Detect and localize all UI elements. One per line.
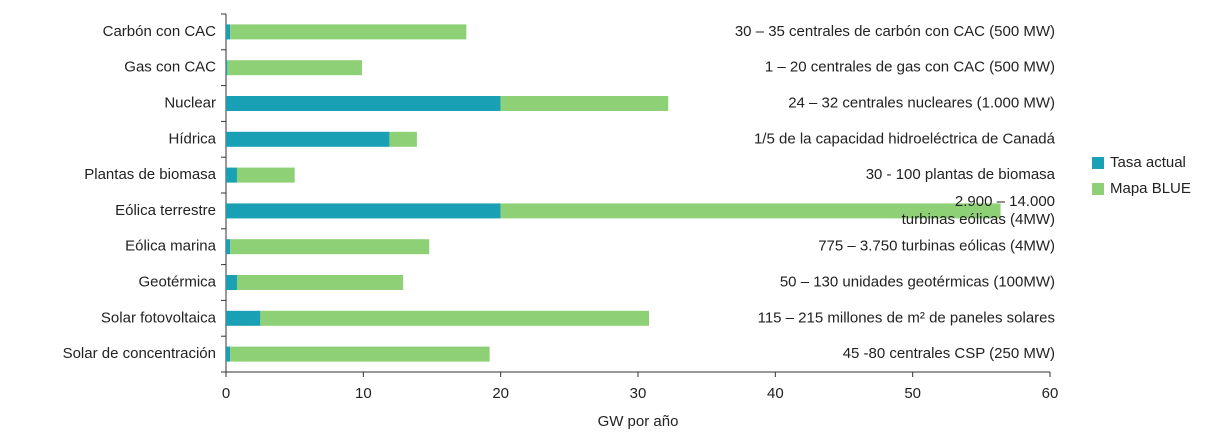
y-tick-label: Hídrica [168, 130, 216, 147]
bar-segment [226, 167, 237, 183]
x-tick-label: 10 [355, 385, 372, 402]
bar-segment [226, 346, 231, 362]
bar-segment [226, 24, 231, 40]
x-tick-label: 0 [222, 385, 230, 402]
bar-segment [260, 310, 649, 326]
bar-segment [230, 239, 430, 255]
annotation: 50 – 130 unidades geotérmicas (100MW) [780, 273, 1055, 290]
legend-label: Mapa BLUE [1110, 180, 1191, 197]
y-tick-label: Eólica terrestre [115, 202, 216, 219]
y-tick-label: Eólica marina [125, 238, 217, 255]
y-tick-label: Plantas de biomasa [84, 166, 216, 183]
annotation: turbinas eólicas (4MW) [902, 211, 1055, 228]
y-tick-label: Geotérmica [138, 273, 216, 290]
x-tick-label: 40 [767, 385, 784, 402]
annotation: 30 - 100 plantas de biomasa [866, 166, 1056, 183]
bar-segment [230, 346, 490, 362]
y-tick-label: Carbón con CAC [103, 23, 217, 40]
bar-segment [226, 203, 501, 219]
bar-segment [226, 310, 261, 326]
bar-segment [226, 96, 501, 111]
annotation: 45 -80 centrales CSP (250 MW) [843, 345, 1055, 362]
x-tick-label: 20 [492, 385, 509, 402]
annotation: 1/5 de la capacidad hidroeléctrica de Ca… [754, 130, 1056, 147]
bar-segment [226, 275, 237, 290]
bar-segment [226, 60, 228, 76]
x-tick-label: 30 [630, 385, 647, 402]
legend-swatch [1092, 183, 1104, 195]
bar-segment [230, 24, 467, 40]
annotation: 24 – 32 centrales nucleares (1.000 MW) [788, 94, 1055, 111]
annotation: 775 – 3.750 turbinas eólicas (4MW) [818, 238, 1055, 255]
legend-swatch [1092, 157, 1104, 169]
annotation: 1 – 20 centrales de gas con CAC (500 MW) [765, 59, 1055, 76]
bar-segment [226, 239, 231, 255]
annotation: 30 – 35 centrales de carbón con CAC (500… [735, 23, 1055, 40]
x-tick-label: 50 [904, 385, 921, 402]
legend-label: Tasa actual [1110, 154, 1186, 171]
annotation: 115 – 215 millones de m² de paneles sola… [758, 309, 1055, 326]
x-tick-label: 60 [1042, 385, 1059, 402]
bar-segment [500, 96, 669, 111]
bar-segment [226, 131, 390, 147]
y-tick-label: Solar fotovoltaica [101, 309, 217, 326]
y-tick-label: Gas con CAC [124, 59, 216, 76]
y-tick-label: Solar de concentración [63, 345, 216, 362]
bar-segment [389, 131, 417, 147]
bar-segment [236, 275, 404, 290]
x-axis-label: GW por año [598, 413, 679, 430]
bar-segment [227, 60, 362, 76]
bar-segment [500, 203, 1001, 219]
y-tick-label: Nuclear [164, 94, 216, 111]
bar-segment [236, 167, 295, 183]
annotation: 2.900 – 14.000 [955, 193, 1055, 210]
